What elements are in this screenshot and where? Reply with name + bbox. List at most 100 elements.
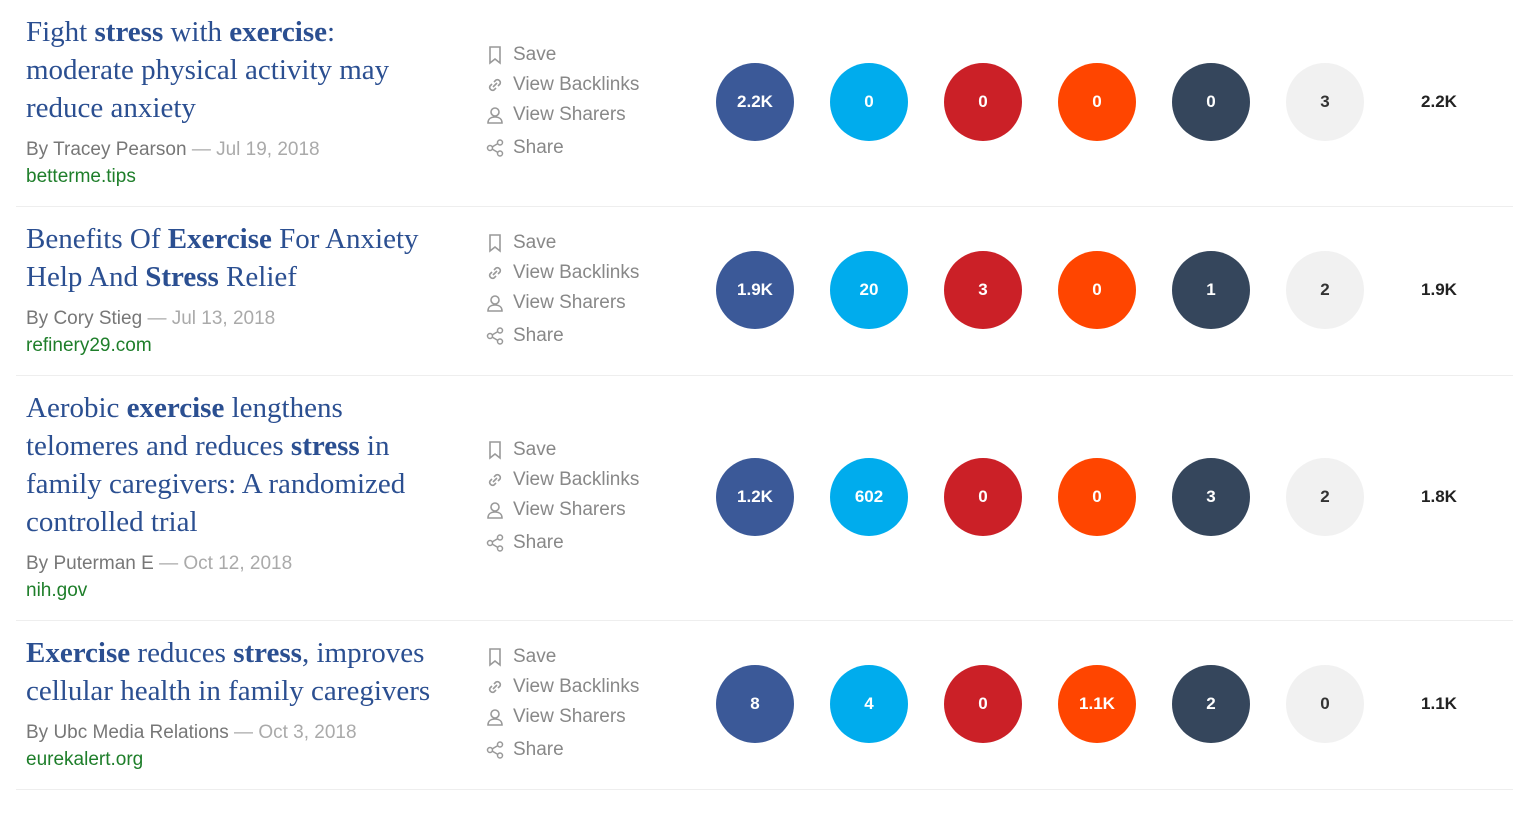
article-title[interactable]: Fight stress with exercise: moderate phy… (26, 13, 436, 127)
action[interactable]: View Sharers (485, 495, 716, 525)
action-label[interactable]: Save (513, 646, 557, 667)
action-label[interactable]: Save (513, 439, 557, 460)
action[interactable]: Save (485, 435, 716, 465)
date: Oct 3, 2018 (258, 722, 357, 743)
domain[interactable]: refinery29.com (26, 335, 152, 356)
action-icon (489, 648, 501, 667)
metric-circle: 0 (1058, 62, 1136, 141)
title-segment[interactable]: lengthens telomeres and reduces (26, 392, 343, 462)
action-label[interactable]: Share (513, 325, 564, 346)
metric-circle: 1.1K (1058, 664, 1136, 743)
action[interactable]: Save (485, 228, 716, 258)
action[interactable]: Save (485, 40, 716, 70)
author: By Cory Stieg (26, 308, 143, 329)
action-icon (486, 534, 504, 552)
total-engagement: 1.1K (1421, 693, 1457, 713)
date: Jul 19, 2018 (216, 139, 320, 160)
actions: Save View Backlinks View Sharers Share (485, 435, 716, 558)
metric-circle: 0 (944, 457, 1022, 536)
action[interactable]: View Sharers (485, 100, 716, 130)
metric-circle: 0 (944, 62, 1022, 141)
article-row: Exercise reduces stress, improves cellul… (16, 621, 1513, 790)
action-label[interactable]: View Backlinks (513, 262, 640, 283)
article-info: Exercise reduces stress, improves cellul… (26, 634, 466, 773)
action-label[interactable]: View Sharers (513, 104, 626, 125)
action-icon (489, 234, 501, 253)
metric-circle: 2.2K (716, 62, 794, 141)
action-icon (489, 46, 501, 65)
action[interactable]: View Backlinks (485, 70, 716, 100)
domain[interactable]: eurekalert.org (26, 749, 144, 770)
title-segment[interactable]: Benefits Of (26, 223, 168, 255)
title-segment[interactable]: Exercise (167, 223, 272, 255)
action-label[interactable]: Share (513, 137, 564, 158)
author: By Tracey Pearson (26, 139, 187, 160)
article-title[interactable]: Exercise reduces stress, improves cellul… (26, 634, 436, 710)
action[interactable]: View Backlinks (485, 258, 716, 288)
metric-circle: 1.2K (716, 457, 794, 536)
domain[interactable]: betterme.tips (26, 166, 136, 187)
metric-circle: 0 (1286, 664, 1364, 743)
title-segment[interactable]: For Anxiety Help And (26, 223, 419, 293)
actions: Save View Backlinks View Sharers Share (485, 642, 716, 765)
action[interactable]: View Sharers (485, 288, 716, 318)
action-label[interactable]: View Sharers (513, 706, 626, 727)
action-label[interactable]: View Sharers (513, 499, 626, 520)
action-label[interactable]: View Backlinks (513, 74, 640, 95)
metrics: 2.2K 0 0 0 0 3 2.2K (716, 62, 1478, 141)
title-segment[interactable]: stress (233, 637, 302, 669)
title-segment[interactable]: , improves cellular health in family car… (26, 637, 431, 707)
title-segment[interactable]: : moderate physical activity may reduce … (26, 16, 390, 124)
action[interactable]: View Sharers (485, 702, 716, 732)
title-segment[interactable]: exercise (229, 16, 327, 48)
action-label[interactable]: Share (513, 739, 564, 760)
metrics: 1.2K 602 0 0 3 2 1.8K (716, 457, 1478, 536)
title-segment[interactable]: exercise (126, 392, 225, 424)
action[interactable]: Share (485, 321, 716, 351)
date: Jul 13, 2018 (171, 308, 276, 329)
byline: By Cory Stieg — Jul 13, 2018 (26, 305, 466, 332)
total-engagement: 1.9K (1421, 279, 1457, 299)
action-label[interactable]: View Backlinks (513, 676, 640, 697)
title-segment[interactable]: Fight (26, 16, 95, 48)
action-icon (487, 295, 503, 312)
title-segment[interactable]: stress (290, 430, 360, 462)
article-row: Aerobic exercise lengthens telomeres and… (16, 376, 1513, 621)
author: By Puterman E (26, 553, 154, 574)
title-segment[interactable]: Aerobic (26, 392, 127, 424)
title-segment[interactable]: reduces (130, 637, 234, 669)
action[interactable]: View Backlinks (485, 672, 716, 702)
metric-circle: 0 (1172, 62, 1250, 141)
metrics: 8 4 0 1.1K 2 0 1.1K (716, 664, 1478, 743)
byline: By Ubc Media Relations — Oct 3, 2018 (26, 719, 466, 746)
action-label[interactable]: Share (513, 532, 564, 553)
domain[interactable]: nih.gov (26, 580, 88, 601)
title-segment[interactable]: Stress (145, 261, 219, 293)
action-label[interactable]: View Sharers (513, 292, 626, 313)
action-icon (489, 441, 501, 460)
action-label[interactable]: Save (513, 232, 557, 253)
byline: By Tracey Pearson — Jul 19, 2018 (26, 136, 466, 163)
action[interactable]: Share (485, 735, 716, 765)
article-row: Fight stress with exercise: moderate phy… (16, 0, 1513, 207)
actions: Save View Backlinks View Sharers Share (485, 40, 716, 163)
action-icon (488, 473, 502, 487)
action[interactable]: View Backlinks (485, 465, 716, 495)
article-title[interactable]: Benefits Of Exercise For Anxiety Help An… (26, 220, 436, 296)
action[interactable]: Share (485, 528, 716, 558)
title-segment[interactable]: stress (94, 16, 164, 48)
title-segment[interactable]: Relief (218, 261, 297, 293)
title-segment[interactable]: Exercise (26, 637, 131, 669)
title-segment[interactable]: with (163, 16, 230, 48)
article-title[interactable]: Aerobic exercise lengthens telomeres and… (26, 389, 436, 541)
metric-circle: 0 (944, 664, 1022, 743)
action-label[interactable]: Save (513, 44, 557, 65)
action-icon (487, 502, 503, 519)
action-label[interactable]: View Backlinks (513, 469, 640, 490)
action[interactable]: Share (485, 133, 716, 163)
separator: — (234, 722, 254, 743)
metric-circle: 0 (830, 62, 908, 141)
action[interactable]: Save (485, 642, 716, 672)
title-segment[interactable]: in family caregivers: A randomized contr… (26, 430, 406, 538)
